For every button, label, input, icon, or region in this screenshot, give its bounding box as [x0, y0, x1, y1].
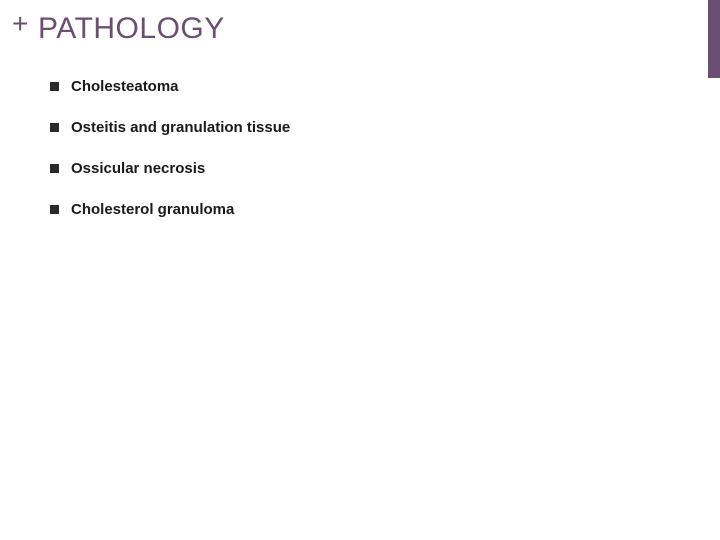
accent-bar [708, 0, 720, 78]
list-item-text: Osteitis and granulation tissue [71, 119, 290, 136]
page-title: PATHOLOGY [38, 12, 225, 46]
list-item: Cholesteatoma [50, 78, 680, 95]
list-item-text: Cholesterol granuloma [71, 201, 234, 218]
bullet-icon [50, 123, 59, 132]
bullet-icon [50, 82, 59, 91]
plus-icon: + [12, 10, 28, 38]
list-item: Ossicular necrosis [50, 160, 680, 177]
list-item: Osteitis and granulation tissue [50, 119, 680, 136]
list-item: Cholesterol granuloma [50, 201, 680, 218]
bullet-icon [50, 205, 59, 214]
content-list: Cholesteatoma Osteitis and granulation t… [50, 78, 680, 242]
bullet-icon [50, 164, 59, 173]
list-item-text: Cholesteatoma [71, 78, 179, 95]
list-item-text: Ossicular necrosis [71, 160, 205, 177]
